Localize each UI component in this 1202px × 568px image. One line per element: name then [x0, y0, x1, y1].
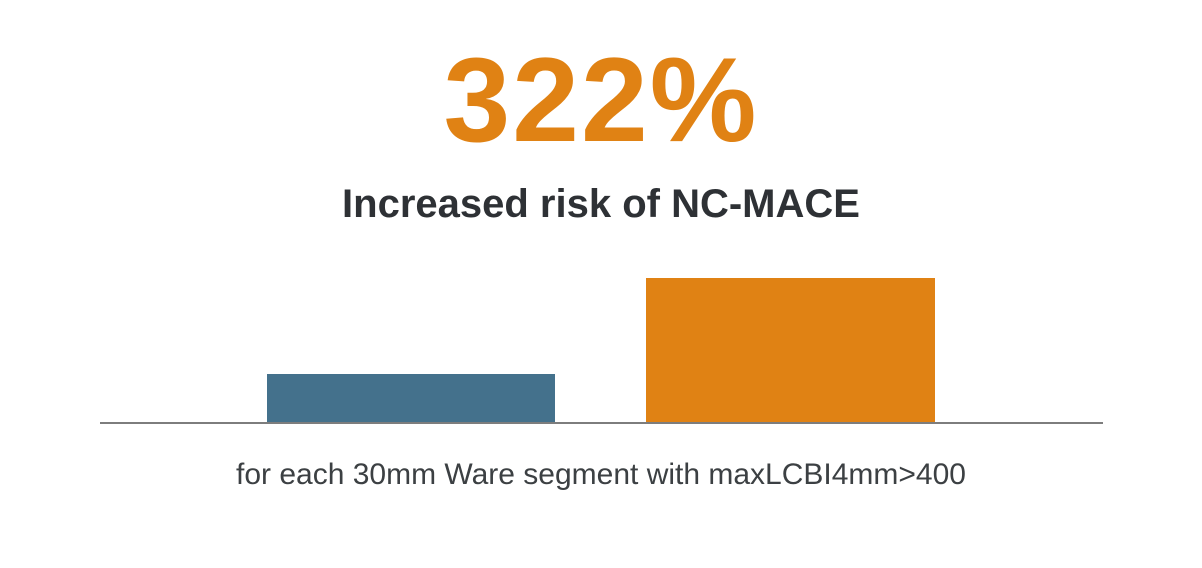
bar-increased-risk [646, 278, 935, 422]
subtitle-risk-label: Increased risk of NC-MACE [342, 182, 860, 226]
bar-reference [267, 374, 555, 422]
bar-chart [267, 278, 935, 422]
headline-percentage: 322% [443, 33, 759, 167]
axis-baseline [100, 422, 1103, 424]
caption-condition: for each 30mm Ware segment with maxLCBI4… [235, 458, 966, 491]
